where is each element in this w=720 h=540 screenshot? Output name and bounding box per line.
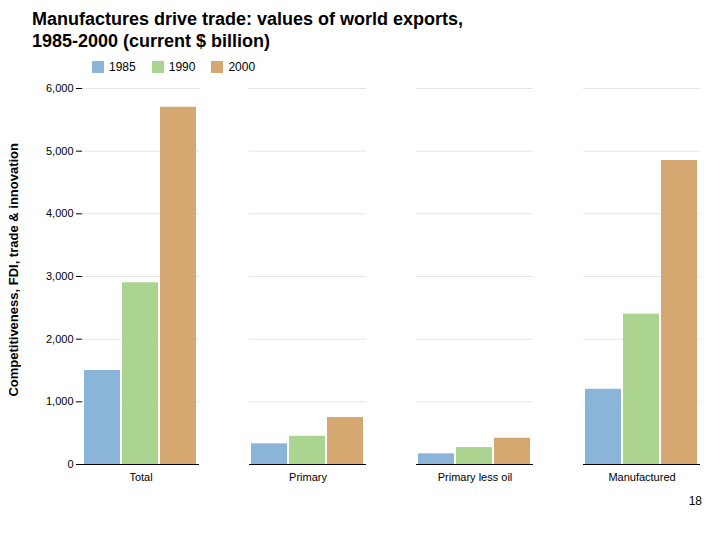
svg-text:Primary: Primary <box>289 471 327 483</box>
svg-text:4,000: 4,000 <box>46 207 74 219</box>
svg-text:3,000: 3,000 <box>46 270 74 282</box>
svg-text:5,000: 5,000 <box>46 145 74 157</box>
svg-text:2,000: 2,000 <box>46 333 74 345</box>
html-text:Manufactures drive trade: valu: Manufactures drive trade: values of worl… <box>32 9 464 29</box>
html-text:1985-2000 (current $ billion): 1985-2000 (current $ billion) <box>32 31 271 51</box>
svg-text:Manufactured: Manufactured <box>608 471 675 483</box>
html-text:1990: 1990 <box>168 60 196 74</box>
svg-text:6,000: 6,000 <box>46 82 74 94</box>
svg-text:Total: Total <box>129 471 152 483</box>
html-text:2000: 2000 <box>228 60 256 74</box>
svg-text:Primary less oil: Primary less oil <box>438 471 513 483</box>
svg-text:0: 0 <box>67 458 73 470</box>
html-text:1985: 1985 <box>109 60 136 74</box>
svg-text:1,000: 1,000 <box>46 395 74 407</box>
html-text:Competitiveness, FDI, trade &: Competitiveness, FDI, trade & innovation <box>5 143 21 397</box>
html-text:18: 18 <box>688 494 702 508</box>
